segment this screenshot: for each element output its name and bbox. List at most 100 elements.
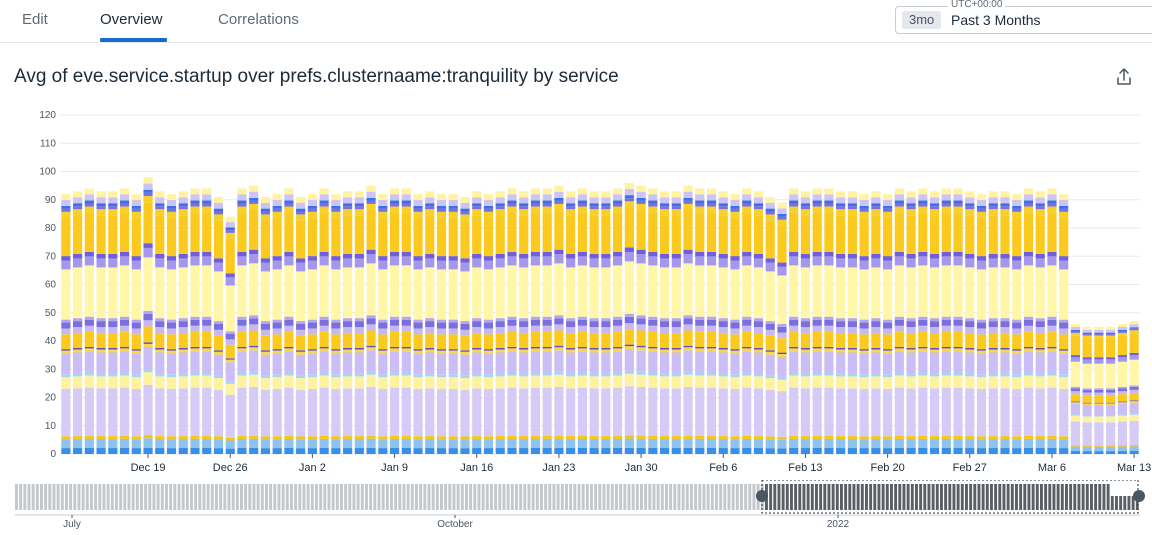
bar-segment: [530, 316, 541, 320]
bar-segment: [906, 349, 916, 353]
bar-stack: [624, 182, 634, 454]
bar-segment: [1035, 191, 1045, 198]
bar-segment: [965, 439, 975, 449]
bar-segment: [577, 346, 587, 349]
bar-segment: [84, 316, 94, 320]
minimap-handle-right[interactable]: [1133, 490, 1145, 502]
bar-segment: [507, 203, 517, 207]
bar-segment: [61, 256, 71, 261]
bar-segment: [777, 352, 787, 354]
minimap-bar: [715, 484, 718, 510]
bar-segment: [624, 373, 634, 387]
bar-segment: [1070, 415, 1081, 422]
bar-segment: [213, 324, 224, 330]
bar-segment: [624, 316, 634, 324]
bar-segment: [601, 206, 611, 210]
minimap-bar: [27, 484, 31, 510]
bar-segment: [988, 439, 998, 449]
bar-segment: [800, 349, 811, 353]
bar-segment: [659, 253, 670, 259]
x-tick-label: Feb 13: [788, 462, 822, 474]
bar-segment: [202, 447, 212, 454]
bar-segment: [1012, 334, 1022, 350]
bar-segment: [613, 319, 623, 326]
bar-segment: [883, 208, 893, 212]
bar-segment: [225, 273, 235, 278]
bar-segment: [354, 436, 364, 440]
minimap-bar: [927, 484, 931, 510]
bar-segment: [800, 333, 811, 349]
bar-segment: [589, 253, 599, 259]
minimap-bar: [627, 484, 631, 510]
bar-segment: [366, 185, 376, 192]
bar-segment: [824, 265, 834, 317]
bar-segment: [613, 348, 623, 352]
bar-segment: [436, 194, 447, 201]
minimap-bar: [206, 484, 210, 510]
bar-segment: [495, 197, 505, 204]
bar-segment: [119, 346, 130, 349]
bar-segment: [319, 351, 329, 373]
bar-segment: [624, 438, 634, 448]
bar-segment: [566, 436, 576, 440]
minimap-bar: [552, 484, 556, 510]
bar-segment: [566, 206, 576, 210]
bar-segment: [213, 350, 224, 352]
bar-segment: [636, 374, 646, 387]
bar-segment: [519, 203, 529, 207]
bar-segment: [119, 194, 130, 201]
bar-segment: [495, 206, 505, 210]
bar-segment: [847, 191, 857, 198]
bar-segment: [1129, 402, 1139, 414]
bar-segment: [73, 373, 83, 377]
tab-overview[interactable]: Overview: [100, 11, 163, 28]
bar-segment: [507, 387, 517, 436]
bar-segment: [178, 191, 188, 198]
bar-segment: [1000, 333, 1010, 349]
bar-segment: [671, 318, 681, 322]
bar-segment: [988, 258, 998, 268]
bar-segment: [61, 349, 71, 351]
bar-segment: [483, 374, 494, 378]
bar-segment: [131, 334, 141, 350]
bar-segment: [448, 353, 458, 375]
bar-segment: [61, 194, 71, 201]
bar-segment: [108, 373, 118, 377]
bar-segment: [331, 374, 341, 378]
bar-segment: [836, 267, 846, 319]
bar-segment: [307, 439, 317, 449]
bar-segment: [413, 439, 423, 449]
minimap-bar: [960, 484, 964, 510]
bar-segment: [237, 256, 247, 266]
minimap-bar: [448, 484, 452, 510]
time-range-picker[interactable]: UTC+00:00 3mo Past 3 Months: [895, 0, 1152, 34]
minimap-handle-left[interactable]: [756, 490, 768, 502]
bar-segment: [378, 377, 388, 390]
minimap-bar: [1094, 484, 1098, 510]
bar-segment: [742, 387, 752, 436]
bar-segment: [542, 351, 552, 373]
bar-segment: [613, 387, 623, 436]
bar-segment: [96, 191, 106, 198]
bar-segment: [659, 388, 670, 437]
bar-segment: [343, 376, 353, 389]
bar-segment: [448, 334, 458, 350]
timeline-minimap[interactable]: July October 2022: [0, 480, 1152, 535]
bar-segment: [73, 209, 83, 216]
minimap-bar: [115, 484, 118, 510]
bar-segment: [1047, 316, 1057, 320]
share-icon[interactable]: [1115, 67, 1133, 87]
bar-segment: [941, 203, 951, 207]
bar-segment: [448, 349, 458, 351]
bar-stack: [472, 191, 482, 454]
tab-correlations[interactable]: Correlations: [218, 11, 299, 28]
bar-segment: [272, 194, 282, 201]
bar-segment: [530, 387, 541, 436]
minimap-bar: [235, 484, 239, 510]
bar-segment: [155, 318, 165, 322]
bar-segment: [718, 439, 728, 449]
bar-segment: [190, 203, 200, 207]
bar-segment: [706, 447, 717, 454]
tab-edit[interactable]: Edit: [22, 11, 48, 28]
bar-segment: [307, 389, 317, 437]
